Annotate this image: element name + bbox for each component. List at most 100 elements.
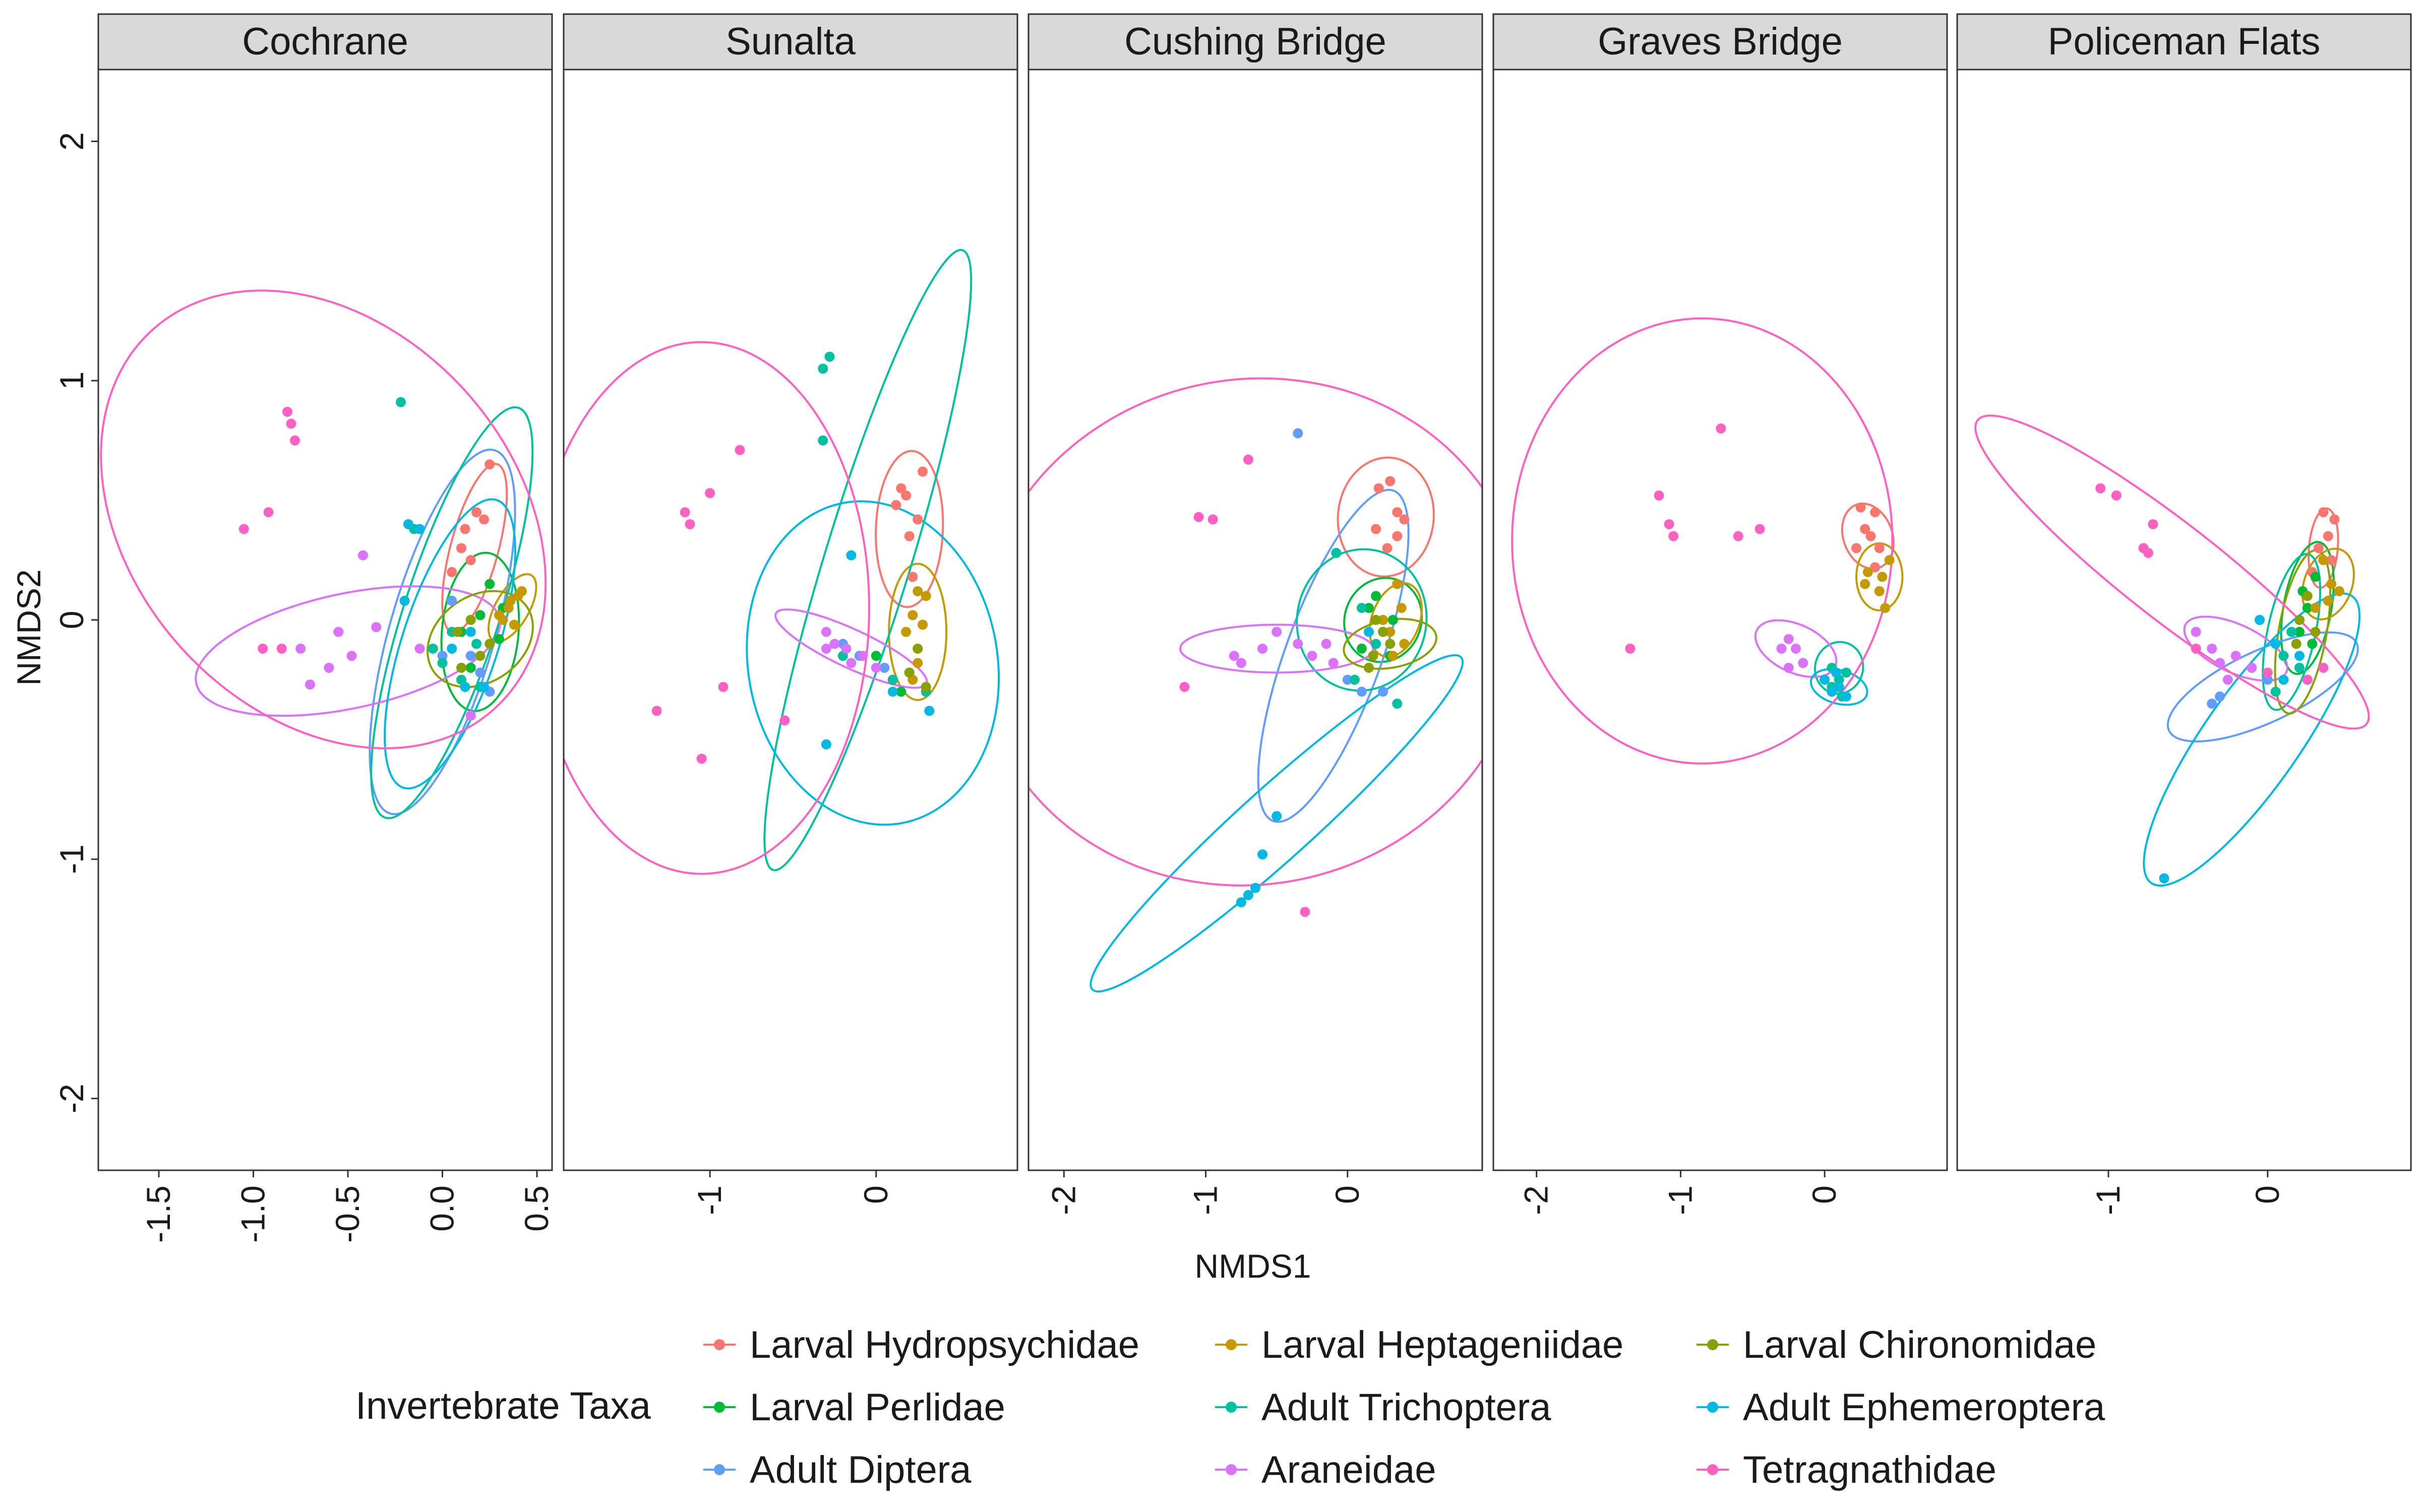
legend-key-dot — [714, 1402, 725, 1413]
plot-area — [100, 289, 547, 820]
legend-item: Araneidae — [1215, 1448, 1436, 1491]
point-tetragnathidae — [286, 418, 296, 429]
point-larval-chironomidae — [921, 681, 931, 692]
ellipse-tetragnathidae — [1028, 377, 1482, 887]
panel-graves-bridge: Graves Bridge -2 -1 0 — [1492, 13, 1948, 1215]
point-larval-perlidae — [494, 634, 504, 644]
y-tick-label: 1 — [53, 371, 90, 390]
legend-key-dot — [1707, 1402, 1718, 1413]
point-larval-heptageniidae — [913, 586, 923, 597]
point-araneidae — [1328, 658, 1339, 668]
point-adult-ephemeroptera — [1250, 883, 1260, 893]
y-axis: 2 1 0 -1 -2 — [53, 132, 98, 1113]
point-araneidae — [1229, 651, 1239, 661]
point-larval-chironomidae — [1368, 651, 1378, 661]
point-larval-heptageniidae — [1884, 555, 1895, 565]
point-araneidae — [821, 626, 831, 637]
point-larval-hydropsychidae — [1373, 483, 1384, 493]
point-adult-trichoptera — [2270, 686, 2281, 697]
point-adult-ephemeroptera — [1272, 811, 1282, 822]
point-tetragnathidae — [1243, 454, 1253, 465]
y-tick-label: 2 — [53, 132, 90, 151]
strip-sunalta — [563, 13, 1018, 71]
point-tetragnathidae — [276, 643, 287, 654]
point-adult-ephemeroptera — [1841, 691, 1851, 702]
legend-item: Larval Perlidae — [703, 1386, 1005, 1429]
point-tetragnathidae — [735, 445, 745, 455]
ellipse-araneidae — [195, 585, 501, 717]
point-larval-perlidae — [485, 579, 495, 589]
legend-item: Tetragnathidae — [1697, 1448, 1996, 1491]
point-araneidae — [1776, 643, 1787, 654]
point-adult-ephemeroptera — [2270, 639, 2281, 649]
plot-area — [564, 249, 1000, 875]
point-adult-diptera — [1356, 686, 1367, 697]
x-axis-title: NMDS1 — [1194, 1247, 1311, 1285]
point-larval-hydropsychidae — [918, 466, 928, 477]
point-tetragnathidae — [685, 519, 695, 530]
ellipse-larval-heptageniidae — [2301, 547, 2355, 620]
legend-item: Adult Diptera — [703, 1448, 972, 1491]
point-araneidae — [1272, 626, 1282, 637]
point-tetragnathidae — [2302, 674, 2313, 685]
point-tetragnathidae — [1754, 524, 1765, 534]
point-larval-hydropsychidae — [1870, 562, 1881, 573]
point-larval-hydropsychidae — [447, 567, 457, 578]
y-tick-label: -1 — [53, 844, 90, 874]
point-larval-heptageniidae — [901, 626, 912, 637]
plot-area — [1511, 317, 1904, 765]
point-adult-diptera — [1378, 686, 1388, 697]
point-larval-chironomidae — [1385, 639, 1396, 649]
ellipse-adult-ephemeroptera — [2143, 592, 2361, 887]
ellipse-adult-diptera — [2166, 631, 2359, 743]
point-larval-chironomidae — [465, 615, 476, 625]
y-tick-label: -2 — [53, 1084, 90, 1113]
point-adult-trichoptera — [1331, 548, 1342, 558]
point-adult-ephemeroptera — [399, 596, 410, 606]
point-tetragnathidae — [1733, 531, 1743, 541]
point-tetragnathidae — [1207, 514, 1218, 525]
legend-label: Larval Perlidae — [750, 1386, 1005, 1429]
point-adult-diptera — [447, 596, 457, 606]
point-larval-hydropsychidae — [2329, 514, 2340, 525]
legend-label: Larval Chironomidae — [1743, 1324, 2096, 1366]
point-larval-chironomidae — [2294, 615, 2305, 625]
ellipse-adult-diptera — [1257, 488, 1410, 823]
point-larval-heptageniidae — [908, 610, 918, 620]
point-adult-trichoptera — [1349, 674, 1360, 685]
point-araneidae — [346, 651, 357, 661]
point-adult-ephemeroptera — [1364, 626, 1374, 637]
point-larval-hydropsychidae — [913, 514, 923, 525]
legend-label: Larval Hydropsychidae — [750, 1324, 1139, 1366]
point-adult-trichoptera — [887, 674, 898, 685]
x-tick-label: -0.5 — [329, 1185, 366, 1243]
ellipse-larval-heptageniidae — [888, 562, 948, 701]
point-tetragnathidae — [1716, 423, 1726, 434]
ellipse-larval-hydropsychidae — [1337, 456, 1435, 578]
point-larval-perlidae — [475, 610, 486, 620]
point-adult-ephemeroptera — [465, 626, 476, 637]
point-larval-hydropsychidae — [896, 483, 906, 493]
point-tetragnathidae — [696, 753, 707, 764]
point-larval-heptageniidae — [1392, 579, 1403, 589]
legend-item: Adult Ephemeroptera — [1697, 1386, 2105, 1429]
legend-label: Adult Diptera — [750, 1448, 972, 1491]
point-araneidae — [333, 626, 344, 637]
point-larval-chironomidae — [475, 651, 486, 661]
plot-area — [1028, 377, 1482, 993]
point-adult-ephemeroptera — [1236, 897, 1246, 908]
point-larval-hydropsychidae — [465, 555, 476, 565]
legend-key-dot — [714, 1464, 725, 1475]
point-larval-chironomidae — [913, 643, 923, 654]
legend-key-dot — [1226, 1464, 1237, 1475]
ellipse-tetragnathidae — [564, 341, 870, 875]
point-larval-chironomidae — [2310, 626, 2321, 637]
point-adult-trichoptera — [437, 658, 448, 668]
ellipse-araneidae — [1179, 623, 1374, 674]
legend-label: Adult Trichoptera — [1261, 1386, 1551, 1429]
point-tetragnathidae — [238, 524, 249, 534]
x-tick-label: 0.0 — [424, 1185, 461, 1232]
point-araneidae — [846, 658, 857, 668]
point-adult-ephemeroptera — [1243, 890, 1253, 900]
